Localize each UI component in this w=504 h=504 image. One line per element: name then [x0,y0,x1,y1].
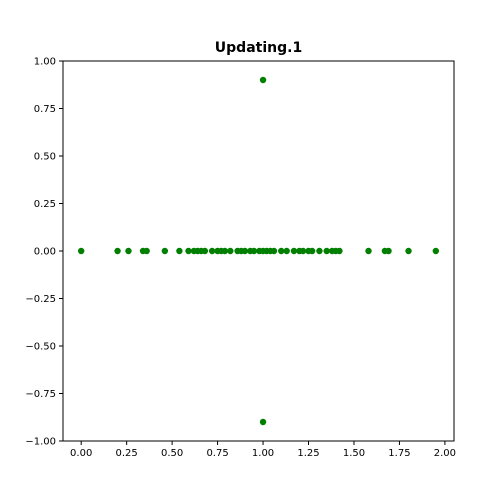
data-point [299,247,307,255]
x-tick-label: 0.75 [206,448,228,459]
data-point [77,247,85,255]
y-tick-label: −0.25 [25,294,56,305]
data-point [201,247,209,255]
data-point [323,247,330,255]
y-tick-label: 0.25 [34,199,56,210]
data-point [316,247,323,255]
x-tick-label: 0.25 [116,448,138,459]
x-tick-label: 0.00 [70,448,92,459]
y-tick-label: −0.75 [25,389,56,400]
y-tick-label: 1.00 [34,57,56,68]
data-point [241,247,249,255]
data-point [365,247,372,255]
data-point [176,247,183,255]
data-point [259,76,267,84]
y-tick-label: 0.00 [34,247,56,258]
data-point [143,247,150,255]
data-point [114,247,121,255]
data-point [259,418,267,426]
data-point [185,247,192,255]
data-points [77,76,440,426]
data-point [208,247,216,255]
data-point [250,247,258,255]
data-point [278,247,285,255]
data-point [290,247,298,255]
y-tick-label: −0.50 [25,342,56,353]
data-point [336,247,343,255]
chart-title: Updating.1 [214,40,303,56]
x-tick-label: 1.50 [343,448,365,459]
y-tick-label: 0.50 [34,152,56,163]
y-axis: 1.00 0.75 0.50 0.25 0.00 −0.25 −0.50 −0.75 −1.00 [25,57,63,448]
x-tick-label: 1.75 [388,448,410,459]
y-tick-label: −1.00 [25,437,56,448]
data-point [161,247,169,255]
data-point [385,247,392,255]
data-point [227,247,234,255]
data-point [270,247,278,255]
data-point [405,247,412,255]
data-point [221,247,229,255]
x-tick-label: 0.50 [161,448,183,459]
plot-frame [62,60,455,442]
data-point [283,247,290,255]
x-tick-label: 1.00 [252,448,274,459]
x-tick-label: 2.00 [434,448,456,459]
data-point [308,247,316,255]
y-tick-label: 0.75 [34,104,56,115]
data-point [432,247,440,255]
x-axis: 0.00 0.25 0.50 0.75 1.00 1.25 1.50 1.75 2.00 [70,441,456,459]
x-tick-label: 1.25 [297,448,319,459]
data-point [125,247,132,255]
